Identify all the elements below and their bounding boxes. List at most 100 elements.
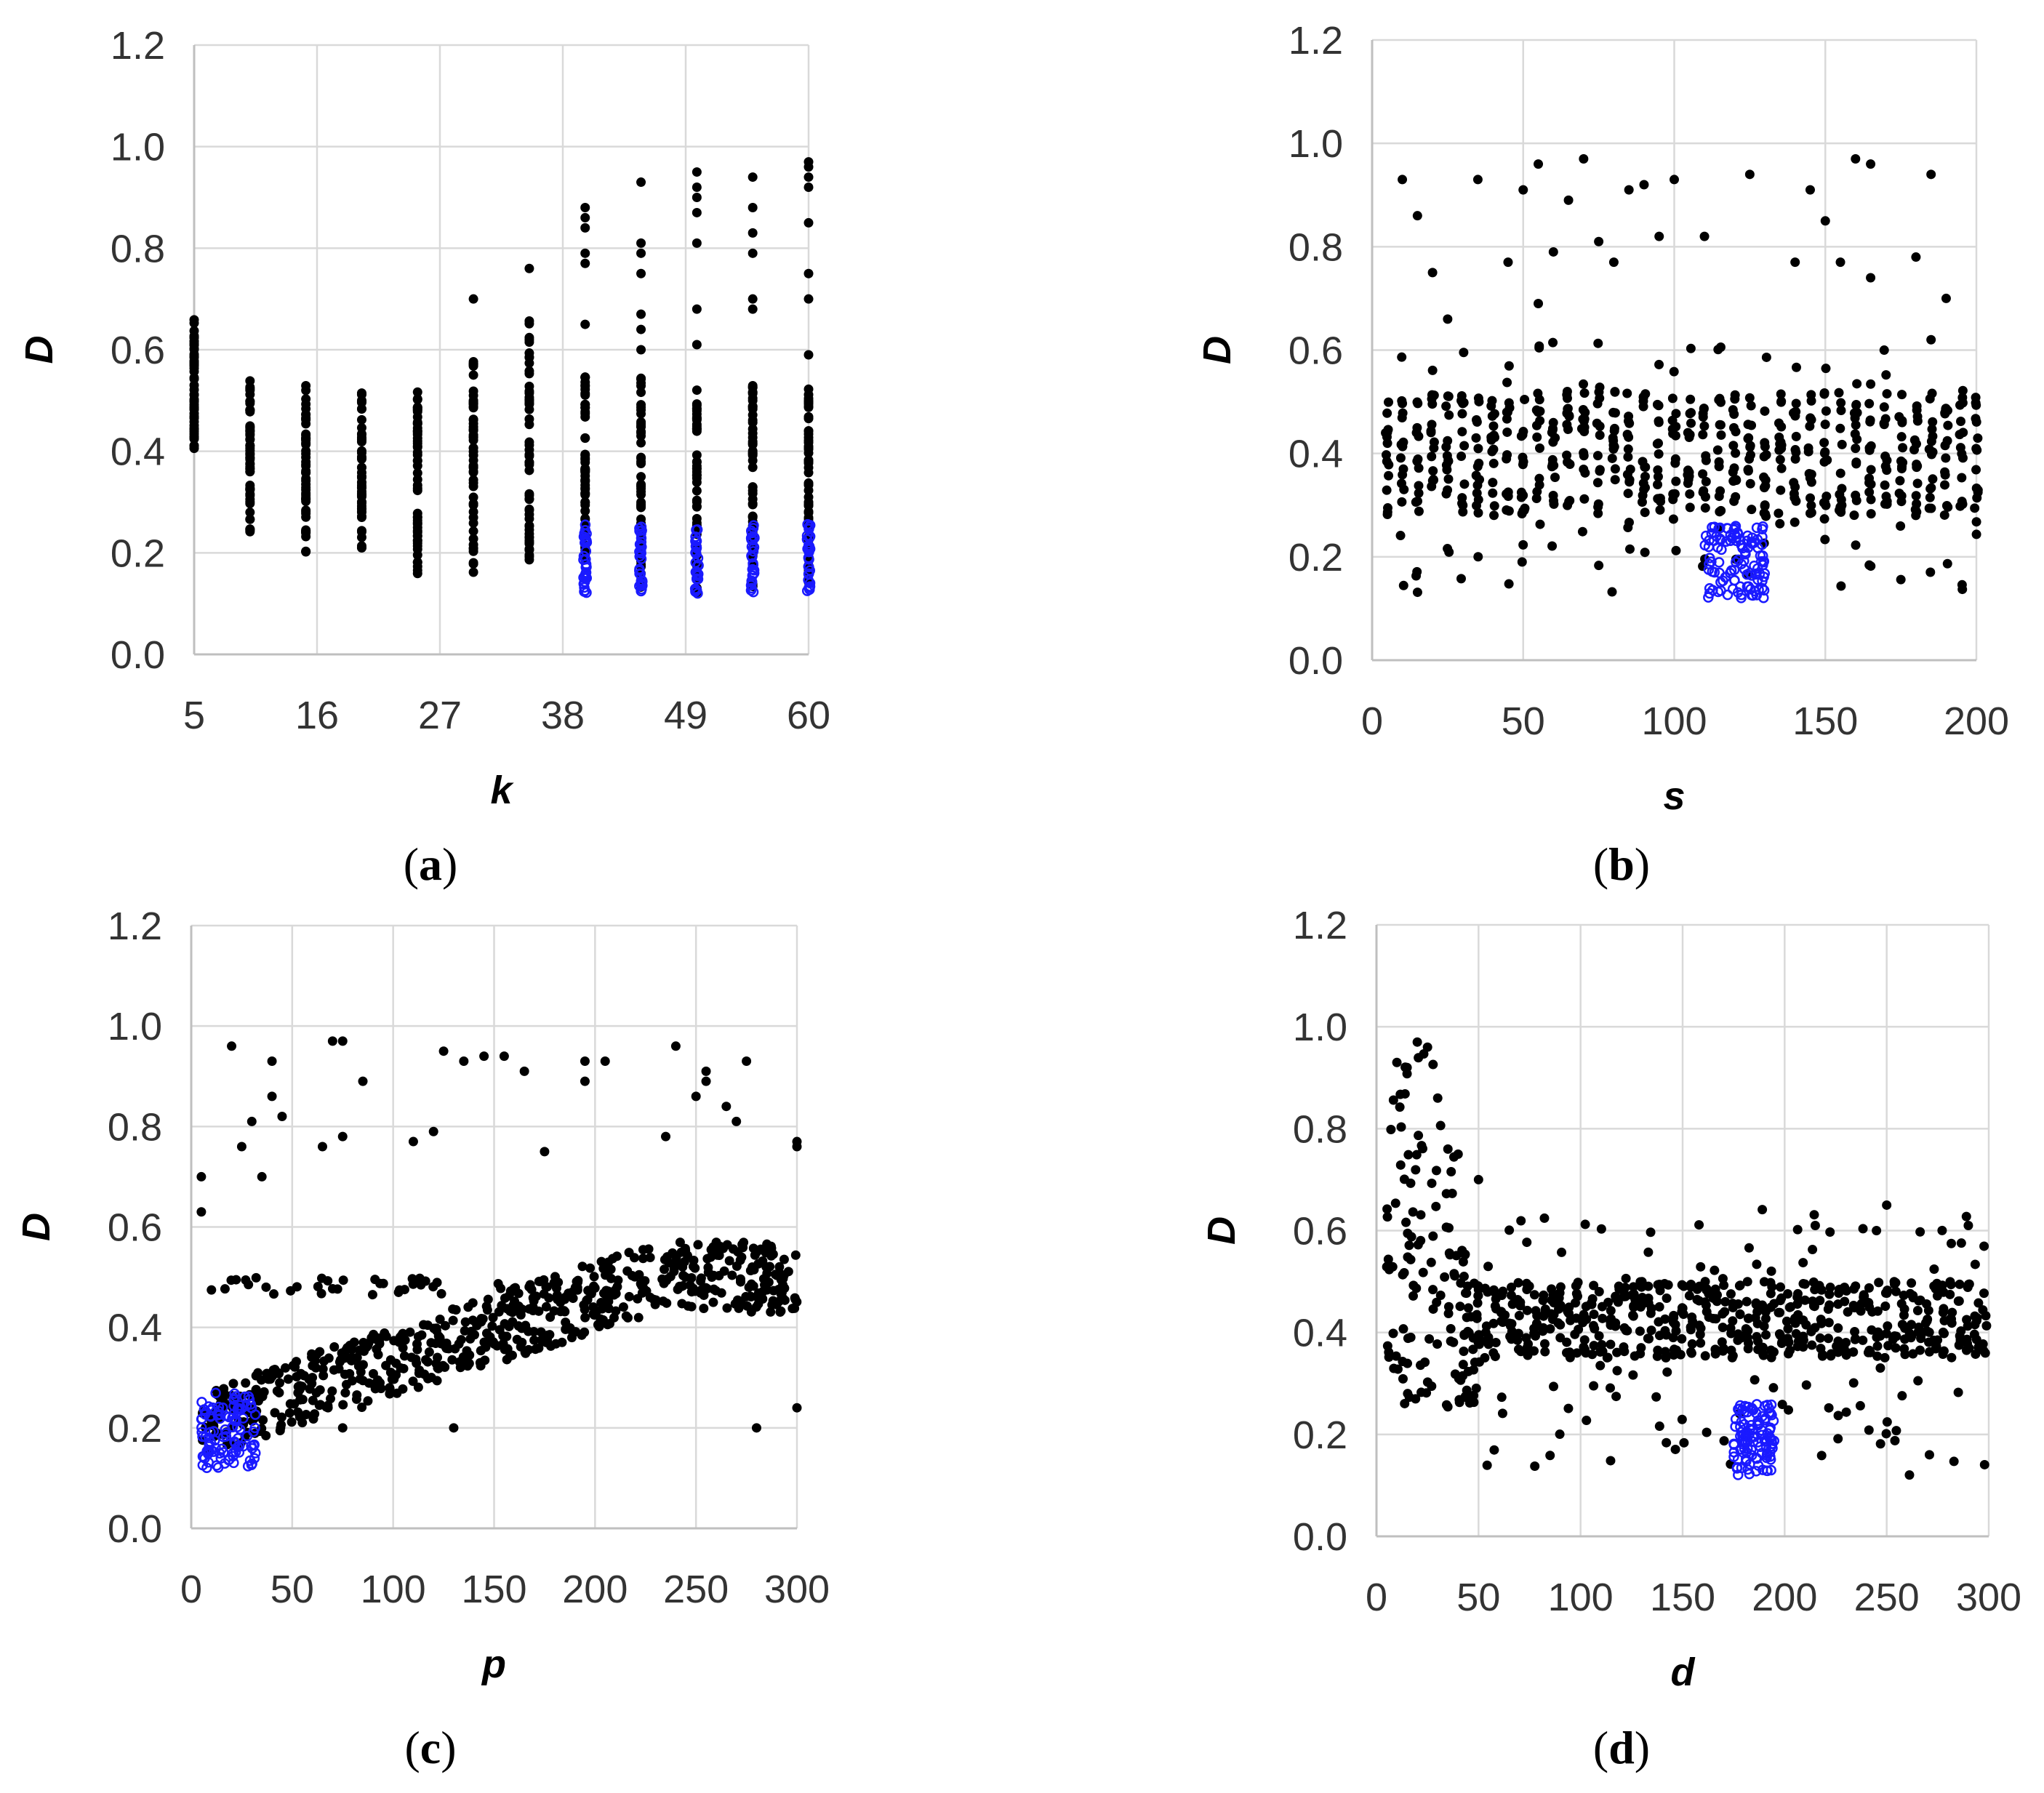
- black-point: [636, 268, 646, 278]
- black-point: [1593, 338, 1603, 348]
- black-point: [1517, 557, 1527, 567]
- black-point: [1620, 1283, 1630, 1293]
- black-point: [605, 1318, 615, 1328]
- black-point: [1624, 432, 1634, 442]
- black-point: [1800, 1279, 1810, 1289]
- data-points: [196, 1036, 802, 1474]
- black-point: [189, 444, 199, 454]
- blue-point: [1765, 1422, 1776, 1434]
- black-point: [1880, 480, 1890, 490]
- black-point: [1533, 388, 1543, 398]
- black-point: [1475, 475, 1485, 485]
- black-point: [637, 1288, 647, 1298]
- black-point: [468, 481, 478, 492]
- black-point: [1473, 552, 1483, 562]
- black-point: [466, 1326, 476, 1336]
- black-point: [351, 1394, 361, 1404]
- blue-point: [206, 1405, 217, 1416]
- black-point: [286, 1417, 297, 1427]
- black-point: [1850, 1327, 1860, 1337]
- black-point: [1970, 1259, 1980, 1269]
- black-point: [613, 1275, 623, 1285]
- black-point: [1912, 405, 1922, 415]
- black-point: [1589, 1381, 1599, 1391]
- black-point: [1851, 400, 1861, 410]
- black-point: [479, 1051, 489, 1062]
- black-point: [1733, 1329, 1743, 1339]
- black-point: [1973, 487, 1983, 497]
- black-point: [1700, 1277, 1710, 1287]
- black-point: [372, 1344, 382, 1355]
- black-point: [1942, 558, 1952, 569]
- black-point: [1766, 1345, 1776, 1355]
- black-point: [732, 1261, 742, 1271]
- black-point: [1758, 1205, 1768, 1215]
- black-point: [1752, 1307, 1763, 1317]
- blue-point: [1758, 550, 1768, 561]
- black-point: [708, 1297, 718, 1307]
- black-point: [345, 1340, 355, 1350]
- black-point: [1971, 414, 1981, 424]
- black-point: [1956, 417, 1966, 427]
- y-axis-title: D: [1200, 1216, 1243, 1245]
- black-point: [1955, 400, 1965, 410]
- black-point: [327, 1036, 337, 1046]
- black-point: [1427, 1178, 1437, 1188]
- black-point: [1652, 399, 1662, 409]
- black-point: [1833, 1336, 1843, 1347]
- black-point: [1653, 1345, 1663, 1355]
- black-point: [494, 1325, 505, 1335]
- black-point: [1911, 252, 1921, 262]
- black-point: [1881, 1328, 1891, 1339]
- black-point: [1889, 1279, 1899, 1289]
- black-point: [1760, 501, 1770, 511]
- black-point: [1808, 1245, 1818, 1255]
- black-point: [1851, 1281, 1861, 1291]
- black-point: [1398, 580, 1408, 590]
- black-point: [1891, 1343, 1901, 1353]
- black-point: [283, 1374, 293, 1384]
- black-point: [274, 1368, 284, 1379]
- black-point: [1428, 1231, 1438, 1241]
- black-point: [1872, 1351, 1883, 1361]
- black-point: [1775, 518, 1785, 529]
- black-point: [1668, 514, 1678, 524]
- black-point: [1939, 1328, 1949, 1339]
- black-point: [659, 1278, 669, 1288]
- black-point: [1835, 423, 1845, 433]
- black-point: [1635, 1302, 1646, 1312]
- black-point: [468, 526, 478, 537]
- black-point: [286, 1285, 296, 1296]
- black-point: [1864, 487, 1875, 497]
- black-point: [1900, 1349, 1910, 1360]
- black-point: [765, 1261, 775, 1272]
- black-point: [692, 461, 702, 471]
- black-point: [245, 396, 255, 406]
- black-point: [529, 1335, 540, 1345]
- blue-point: [580, 537, 590, 548]
- black-point: [1789, 478, 1799, 488]
- black-point: [803, 478, 814, 488]
- black-point: [364, 1378, 374, 1388]
- black-point: [1956, 1238, 1966, 1248]
- black-point: [1852, 434, 1862, 444]
- black-point: [357, 1403, 367, 1413]
- black-point: [1730, 394, 1740, 404]
- blue-point: [205, 1411, 216, 1421]
- black-point: [1922, 1326, 1932, 1336]
- black-point: [1444, 410, 1454, 420]
- black-point: [1790, 445, 1800, 455]
- black-point: [1848, 1347, 1859, 1357]
- black-point: [1663, 1280, 1673, 1290]
- black-point: [1744, 169, 1755, 180]
- black-point: [284, 1408, 294, 1418]
- black-point: [1981, 1320, 1992, 1331]
- black-point: [1610, 464, 1620, 474]
- black-point: [1712, 445, 1723, 455]
- black-point: [1503, 257, 1513, 268]
- black-point: [308, 1373, 318, 1383]
- black-point: [1899, 1304, 1909, 1314]
- black-point: [1851, 1333, 1861, 1344]
- black-point: [1881, 370, 1891, 380]
- black-point: [1784, 1405, 1794, 1415]
